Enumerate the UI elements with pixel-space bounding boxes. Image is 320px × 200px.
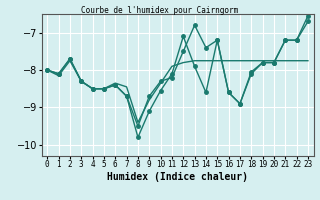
Text: Courbe de l'humidex pour Cairngorm: Courbe de l'humidex pour Cairngorm <box>81 6 239 15</box>
X-axis label: Humidex (Indice chaleur): Humidex (Indice chaleur) <box>107 172 248 182</box>
